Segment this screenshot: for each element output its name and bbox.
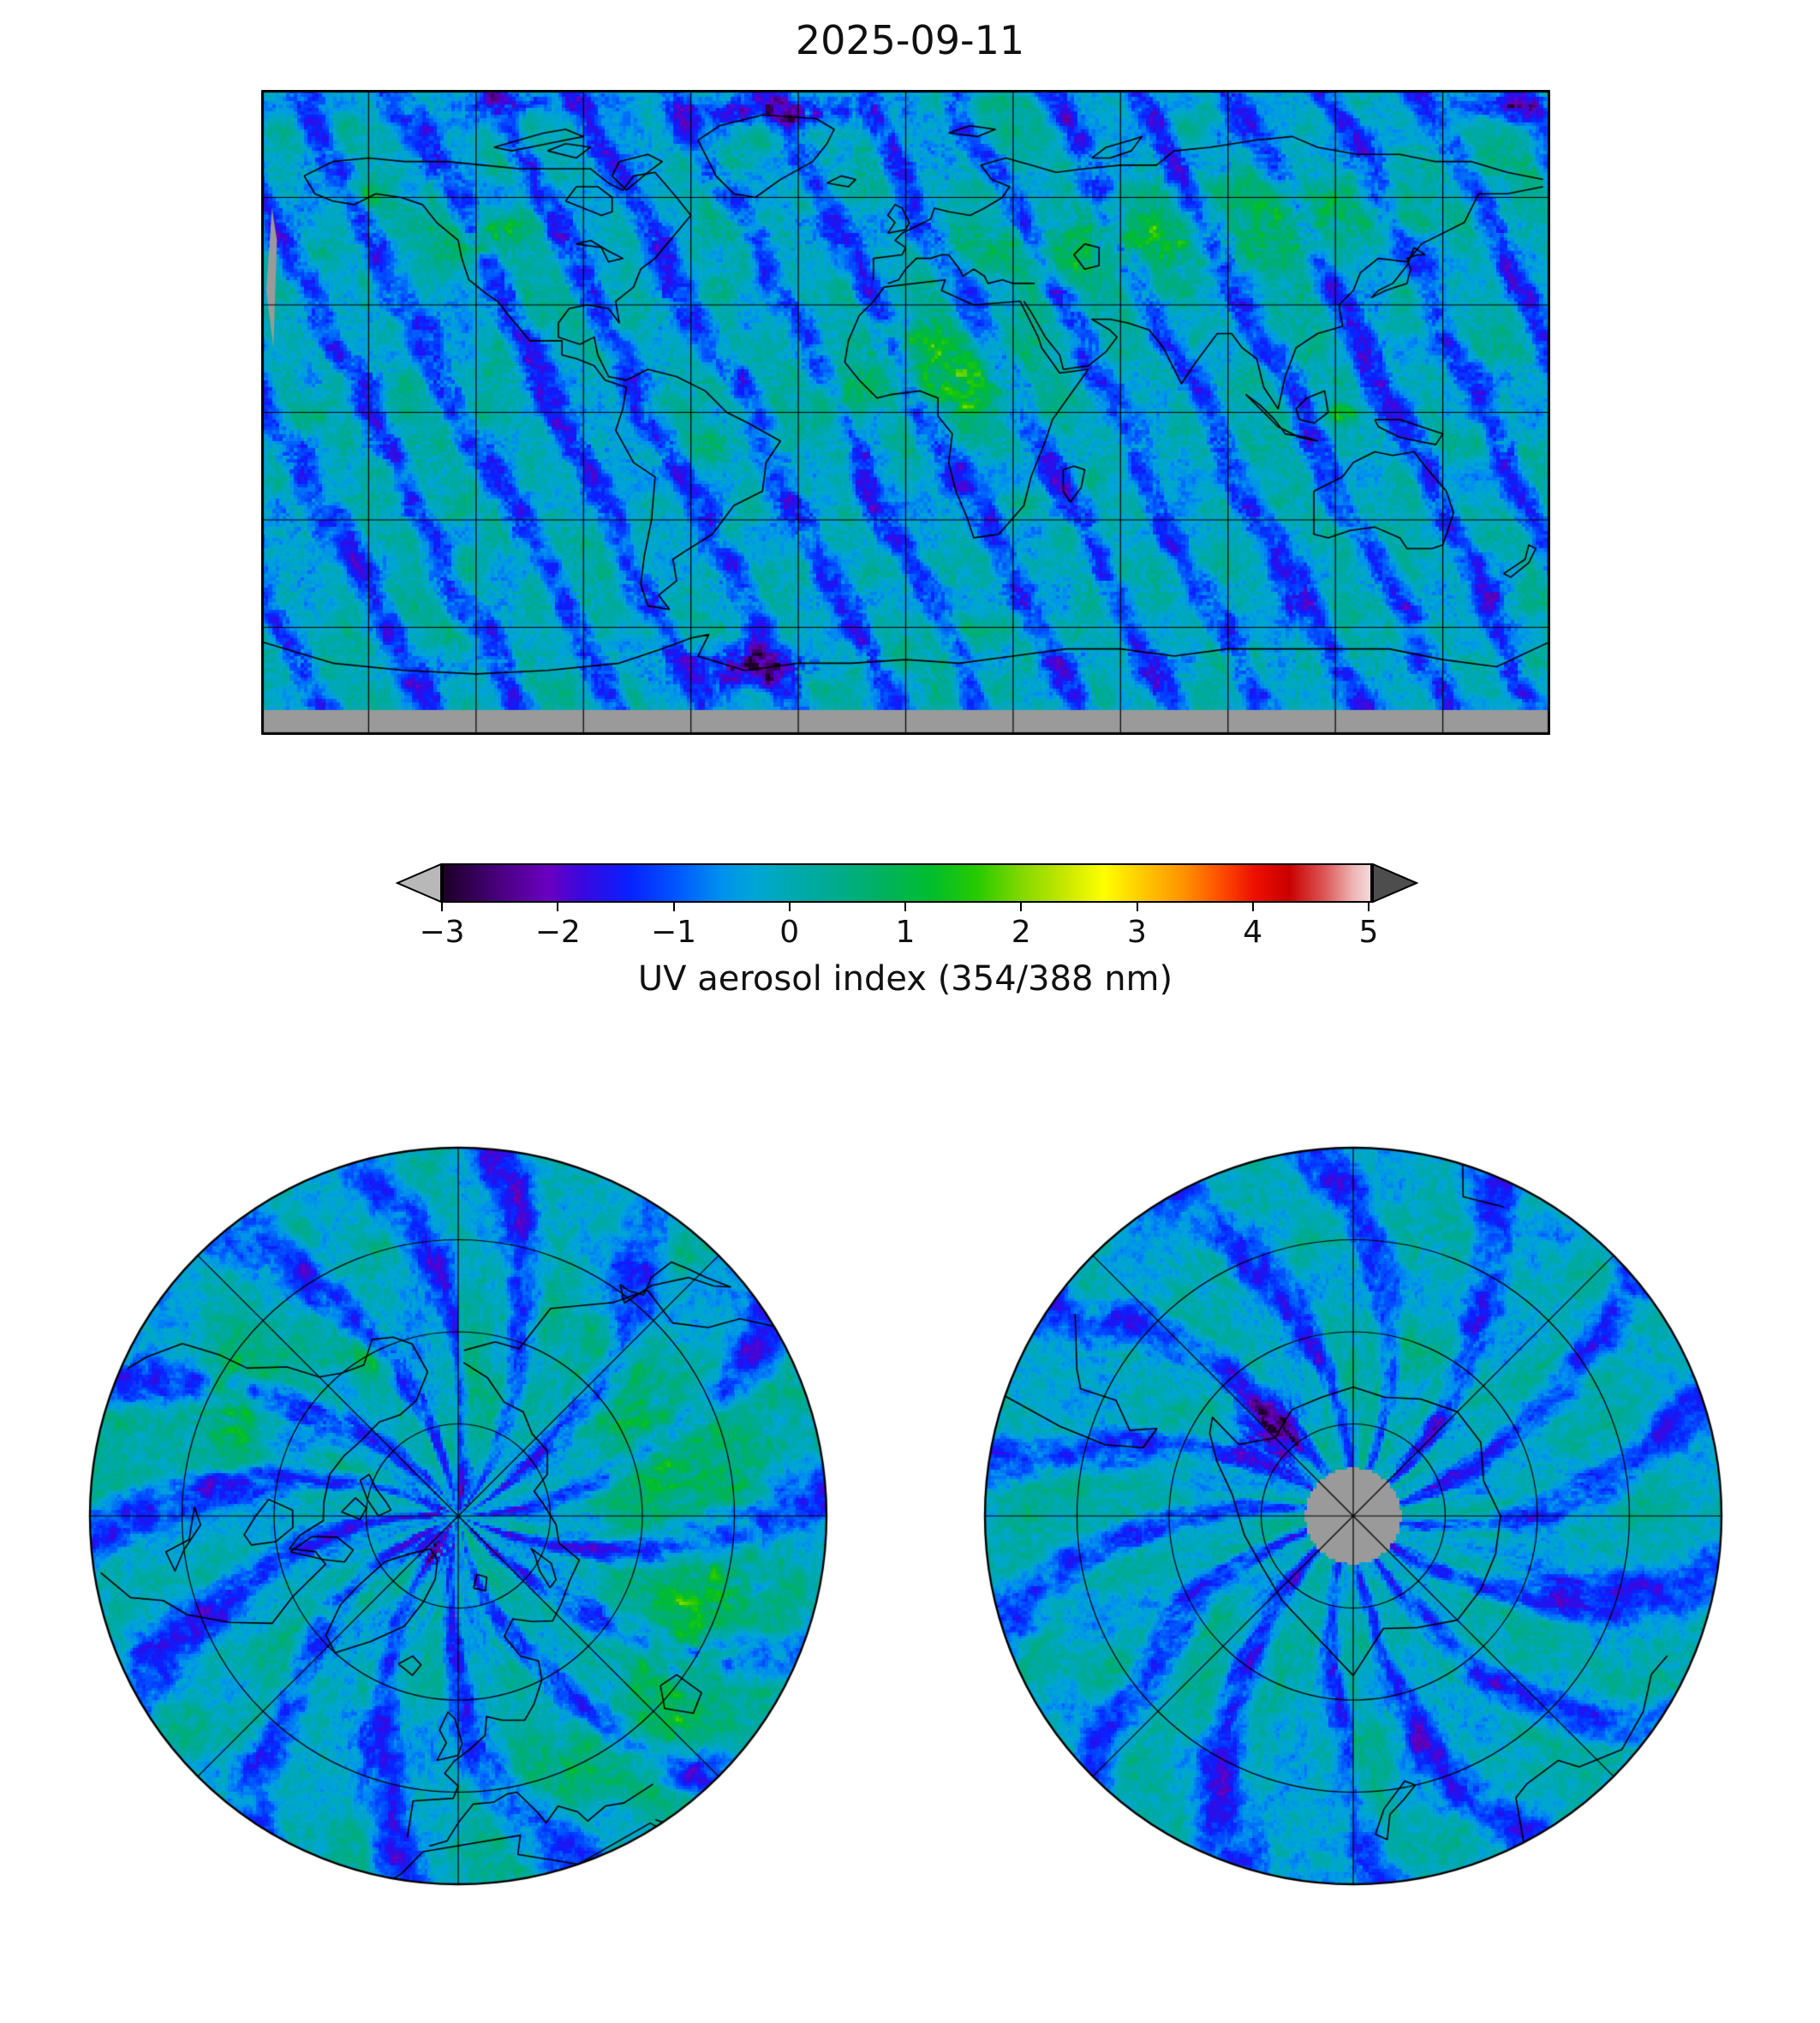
colorbar-tickmark — [1136, 903, 1138, 911]
colorbar-tick-label: 3 — [1127, 915, 1147, 950]
colorbar-over-arrow — [1372, 863, 1418, 903]
global-map-canvas — [261, 90, 1550, 735]
colorbar-tick-label: 4 — [1243, 915, 1263, 950]
colorbar-gradient — [442, 863, 1372, 903]
colorbar-tickmark — [557, 903, 559, 911]
colorbar-tick-label: 2 — [1011, 915, 1031, 950]
colorbar-tick-label: −2 — [534, 915, 581, 950]
colorbar-tickmark — [1251, 903, 1254, 911]
south-polar-map-canvas — [976, 1139, 1730, 1893]
colorbar-label: UV aerosol index (354/388 nm) — [637, 959, 1173, 999]
colorbar-tick-label: 5 — [1358, 915, 1379, 950]
north-polar-map-canvas — [81, 1139, 835, 1893]
colorbar-tick-label: 1 — [895, 915, 916, 950]
colorbar-tickmark — [904, 903, 906, 911]
colorbar-ticks: −3 −2 −1 0 1 2 3 4 5 — [419, 903, 1378, 963]
colorbar-tickmark — [788, 903, 791, 911]
colorbar-tick-label: −3 — [419, 915, 465, 950]
colorbar-tickmark — [1020, 903, 1023, 911]
colorbar-tickmark — [672, 903, 675, 911]
colorbar-tick-label: −1 — [650, 915, 697, 950]
colorbar-tickmark — [1368, 903, 1369, 911]
colorbar — [396, 863, 1418, 903]
colorbar-tickmark — [441, 903, 443, 911]
figure-title: 2025-09-11 — [795, 17, 1025, 63]
colorbar-under-arrow — [396, 863, 442, 903]
colorbar-tick-label: 0 — [779, 915, 800, 950]
